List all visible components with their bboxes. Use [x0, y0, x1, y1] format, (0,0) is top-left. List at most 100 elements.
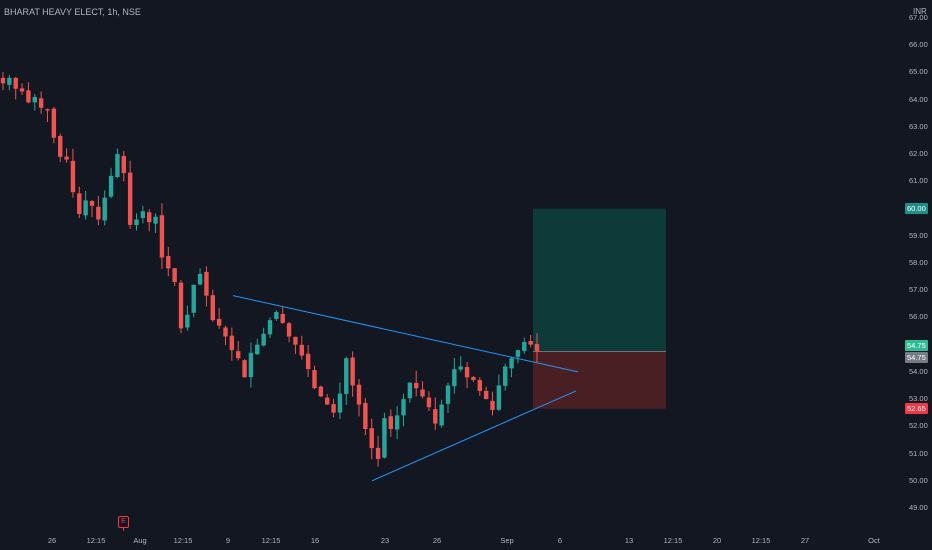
candle-body [515, 350, 521, 357]
candle-body [185, 314, 190, 328]
resistance-trendline[interactable] [232, 295, 579, 373]
candle-body [32, 96, 37, 103]
x-tick-label: 12:15 [173, 536, 193, 545]
candle-body [325, 397, 330, 405]
x-tick-label: 12:15 [751, 536, 771, 545]
last-price-badge: 54.75 [905, 340, 928, 352]
x-tick-label: 12:15 [261, 536, 281, 545]
candle-body [293, 336, 298, 345]
candle-body [210, 295, 215, 321]
y-tick-label: 49.00 [909, 502, 928, 512]
candle-body [363, 402, 368, 430]
candle-body [375, 447, 381, 459]
candle-body [45, 109, 50, 111]
x-tick-label: 9 [225, 536, 231, 545]
candle-body [445, 385, 451, 404]
candle-body [236, 351, 241, 359]
candle-body [77, 193, 82, 214]
plot-background [0, 0, 905, 530]
y-tick-label: 63.00 [909, 121, 928, 131]
candle-body [121, 155, 126, 174]
candle-body [274, 311, 279, 319]
candle-body [70, 160, 76, 193]
candle-body [299, 344, 304, 356]
x-tick-label: Sep [500, 536, 514, 545]
y-tick-label: 50.00 [909, 475, 928, 485]
candle-body [534, 344, 540, 352]
candle-body [439, 404, 444, 426]
candle-body [38, 98, 44, 108]
candle-body [344, 358, 349, 394]
candle-body [312, 370, 317, 389]
currency-label: INR [913, 7, 927, 16]
candle-body [414, 382, 419, 389]
candle-body [331, 404, 336, 413]
candle-body [426, 397, 432, 408]
x-tick-label: 6 [557, 536, 563, 545]
candle-body [102, 197, 107, 221]
target-zone[interactable] [533, 208, 666, 352]
x-tick-label: 13 [624, 536, 634, 545]
candle-body [64, 156, 69, 160]
candle-body [261, 333, 266, 346]
y-tick-label: 61.00 [909, 176, 928, 186]
candle-body [159, 215, 165, 258]
earnings-marker-icon[interactable]: E [118, 516, 129, 531]
candle-body [382, 418, 387, 458]
y-tick-label: 65.00 [909, 67, 928, 77]
candle-body [178, 282, 184, 329]
candle-body [172, 268, 177, 283]
x-tick-label: 20 [712, 536, 722, 545]
candle-body [401, 399, 406, 416]
y-tick-label: 59.00 [909, 230, 928, 240]
candle-body [503, 366, 508, 386]
y-tick-label: 52.00 [909, 421, 928, 431]
candle-body [115, 154, 120, 178]
candle-body [83, 200, 88, 216]
candle-body [394, 415, 400, 430]
y-tick-label: 66.00 [909, 40, 928, 50]
candle-body [490, 400, 495, 410]
target-price-badge: 60.00 [905, 203, 928, 215]
candle-body [242, 360, 247, 378]
candle-body [420, 389, 425, 397]
y-tick-label: 58.00 [909, 257, 928, 267]
y-tick-label: 56.00 [909, 312, 928, 322]
candle-body [356, 384, 362, 405]
candle-body [127, 172, 133, 225]
candle-body [267, 320, 273, 335]
stop-price-badge: 52.65 [905, 403, 928, 415]
candle-body [7, 77, 12, 85]
x-tick-label: 27 [800, 536, 810, 545]
stop-loss-zone[interactable] [533, 351, 666, 409]
candle-body [407, 382, 413, 399]
y-tick-label: 51.00 [909, 448, 928, 458]
y-tick-label: 54.00 [909, 366, 928, 376]
support-trendline[interactable] [371, 390, 577, 482]
y-tick-label: 64.00 [909, 94, 928, 104]
candle-body [464, 367, 470, 378]
candle-body [255, 344, 260, 355]
candle-body [19, 88, 25, 92]
candle-body [280, 314, 285, 323]
candle-body [108, 175, 114, 197]
candle-body [0, 77, 6, 84]
x-tick-label: 26 [47, 536, 57, 545]
candle-body [305, 353, 311, 370]
y-tick-label: 57.00 [909, 285, 928, 295]
candle-body [388, 416, 393, 430]
candle-body [496, 385, 502, 410]
candle-body [528, 340, 533, 345]
x-tick-label: 26 [432, 536, 442, 545]
candle-body [134, 219, 139, 226]
candle-body [509, 358, 514, 369]
candle-body [96, 206, 101, 220]
x-tick-label: 12:15 [663, 536, 683, 545]
candle-body [229, 335, 235, 351]
candle-body [153, 216, 158, 224]
candle-body [458, 366, 463, 370]
candle-body [248, 352, 254, 378]
candle-body [223, 327, 228, 337]
y-tick-label: 62.00 [909, 149, 928, 159]
